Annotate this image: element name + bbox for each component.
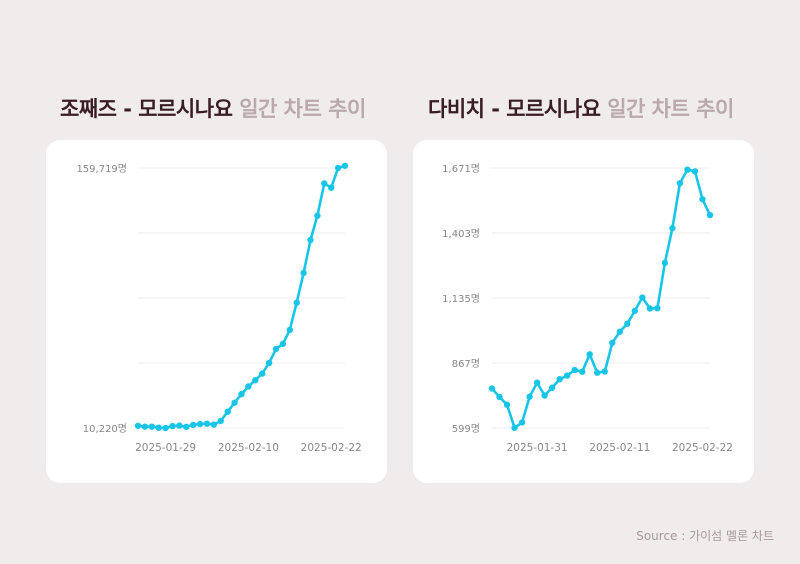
data-point	[286, 326, 293, 334]
data-point	[155, 424, 162, 431]
chart-title-davichi: 다비치 - 모르시나요 일간 차트 추이	[428, 93, 734, 125]
data-point	[148, 423, 155, 430]
data-point	[162, 424, 169, 432]
data-point	[669, 224, 676, 232]
data-point	[511, 424, 518, 431]
y-tick-label: 10,220명	[83, 423, 127, 435]
line-chart-jojazz: 159,719명 10,220명 2025-01-29 2025-02-10 2025-…	[76, 162, 362, 454]
chart-title-sub: 일간 차트 추이	[239, 97, 366, 121]
data-point	[300, 269, 307, 277]
data-point	[616, 328, 623, 335]
x-tick-label: 2025-01-31	[507, 442, 568, 454]
x-tick-label: 2025-02-10	[218, 442, 279, 454]
y-tick-label: 1,135명	[442, 293, 480, 305]
data-point	[579, 368, 586, 375]
data-point	[541, 392, 548, 399]
data-point	[224, 408, 231, 415]
data-point	[252, 377, 259, 384]
data-point	[293, 299, 300, 306]
chart-card-jojazz: 159,719명 10,220명 2025-01-29 2025-02-10 2025-…	[46, 140, 387, 483]
x-tick-label: 2025-02-11	[589, 442, 650, 454]
data-point	[676, 180, 684, 187]
data-point	[691, 168, 699, 175]
data-point	[548, 384, 556, 391]
data-point	[231, 399, 238, 406]
data-point	[571, 366, 578, 374]
data-point	[190, 421, 197, 429]
data-point	[217, 417, 224, 425]
data-point	[210, 421, 218, 428]
data-point	[245, 383, 252, 390]
data-point	[563, 372, 571, 379]
data-point	[279, 340, 287, 348]
x-tick-label: 2025-02-22	[672, 442, 733, 454]
data-point	[321, 180, 328, 187]
data-point	[341, 162, 349, 169]
data-point	[586, 351, 593, 358]
data-point	[526, 393, 533, 400]
chart-title-jojazz: 조째즈 - 모르시나요 일간 차트 추이	[60, 93, 366, 125]
data-point	[661, 259, 669, 267]
y-tick-label: 159,719명	[76, 163, 127, 175]
data-point	[314, 212, 321, 219]
y-tick-label: 1,671명	[442, 163, 480, 175]
data-point	[601, 368, 608, 375]
data-point	[706, 211, 714, 219]
data-point	[334, 164, 342, 172]
x-tick-label: 2025-01-29	[135, 442, 196, 454]
chart-title-main: 조째즈 - 모르시나요	[60, 97, 233, 121]
data-point	[169, 422, 176, 430]
data-point	[496, 393, 503, 401]
data-point	[183, 423, 190, 431]
data-point	[624, 320, 631, 327]
data-point	[609, 339, 616, 347]
data-point	[646, 305, 654, 312]
data-point	[259, 370, 266, 377]
data-point	[684, 166, 691, 173]
data-point	[654, 304, 661, 312]
y-tick-label: 1,403명	[442, 228, 480, 240]
data-point	[639, 294, 646, 301]
data-point	[196, 420, 204, 428]
data-point	[307, 236, 314, 244]
chart-title-main: 다비치 - 모르시나요	[428, 97, 601, 121]
data-point	[631, 307, 639, 315]
data-point	[203, 420, 211, 427]
data-point	[265, 359, 273, 367]
data-point	[238, 390, 245, 398]
data-point	[503, 401, 511, 408]
data-point	[488, 385, 496, 392]
data-point	[594, 369, 601, 376]
data-point	[134, 422, 142, 429]
y-tick-label: 599명	[452, 423, 480, 435]
y-tick-label: 867명	[452, 358, 480, 370]
data-point	[176, 422, 183, 429]
series-line	[490, 168, 712, 430]
data-point	[518, 419, 526, 426]
chart-card-davichi: 1,671명 1,403명 1,135명 867명 599명 2025-01-31 2025…	[413, 140, 754, 483]
chart-title-sub: 일간 차트 추이	[607, 97, 734, 121]
x-tick-label: 2025-02-22	[301, 442, 362, 454]
source-caption: Source : 가이섬 멜론 차트	[636, 529, 774, 543]
data-point	[533, 379, 541, 386]
data-point	[556, 376, 563, 383]
data-point	[141, 423, 149, 430]
data-point	[699, 196, 706, 203]
series-line	[136, 164, 347, 430]
data-point	[272, 345, 280, 353]
line-chart-davichi: 1,671명 1,403명 1,135명 867명 599명 2025-01-31 2025…	[442, 163, 733, 454]
data-point	[328, 184, 335, 191]
